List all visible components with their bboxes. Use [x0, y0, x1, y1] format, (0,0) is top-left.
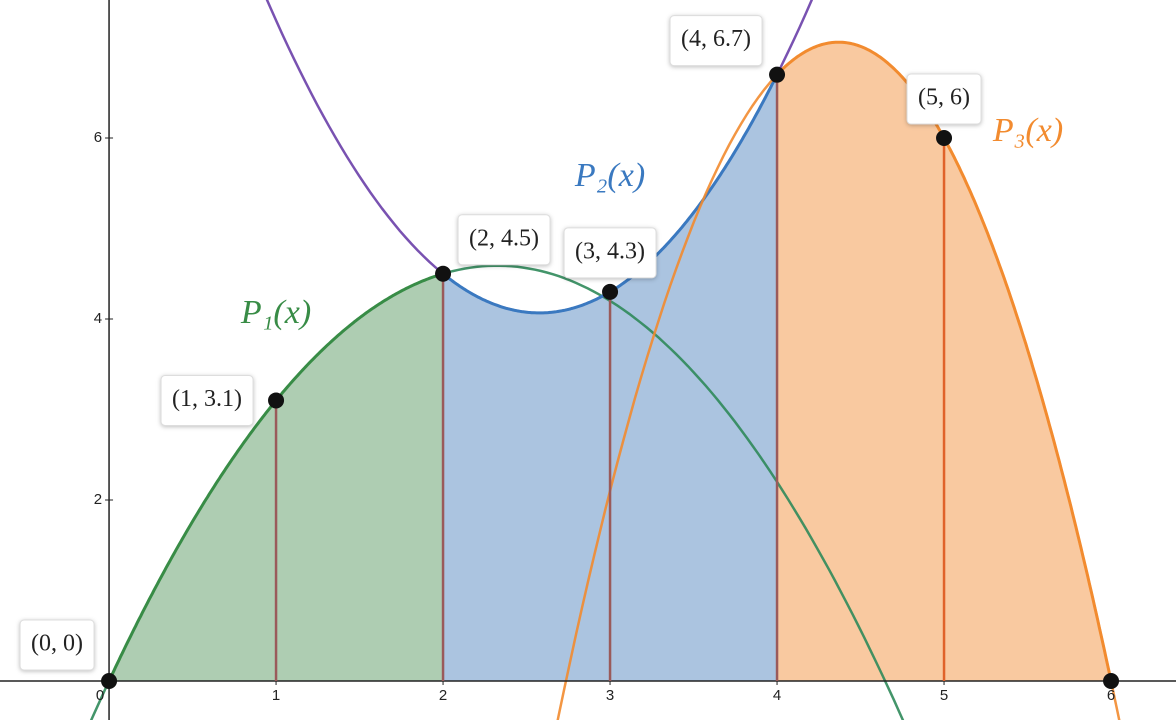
- point-label: (3, 4.3): [575, 238, 645, 264]
- point-label: (0, 0): [31, 630, 83, 656]
- x-tick-label: 1: [272, 687, 280, 704]
- point-label: (4, 6.7): [681, 26, 751, 52]
- curve-name: P₁(x): [240, 294, 311, 331]
- x-tick-label: 0: [96, 687, 104, 704]
- point: [769, 66, 786, 83]
- point: [268, 392, 285, 409]
- x-tick-label: 2: [439, 687, 447, 704]
- point-label: (5, 6): [918, 85, 970, 111]
- y-tick-label: 6: [94, 129, 102, 146]
- x-tick-label: 6: [1107, 687, 1115, 704]
- label-box: [563, 227, 657, 279]
- point-label: (1, 3.1): [172, 386, 242, 412]
- point-label: (2, 4.5): [469, 225, 539, 251]
- label-box: [457, 214, 551, 266]
- y-tick-label: 4: [94, 310, 102, 327]
- x-tick-label: 4: [773, 687, 781, 704]
- curve-name: P₃(x): [992, 112, 1063, 149]
- label-box: [906, 73, 982, 125]
- point: [101, 672, 118, 689]
- point: [602, 283, 619, 300]
- point: [1103, 672, 1120, 689]
- y-tick-label: 2: [94, 491, 102, 508]
- label-box: [160, 374, 254, 426]
- x-tick-label: 3: [606, 687, 614, 704]
- label-box: [19, 619, 95, 671]
- x-tick-label: 5: [940, 687, 948, 704]
- point: [936, 130, 953, 147]
- label-box: [669, 15, 763, 67]
- curve-name: P₂(x): [574, 157, 645, 194]
- point: [435, 265, 452, 282]
